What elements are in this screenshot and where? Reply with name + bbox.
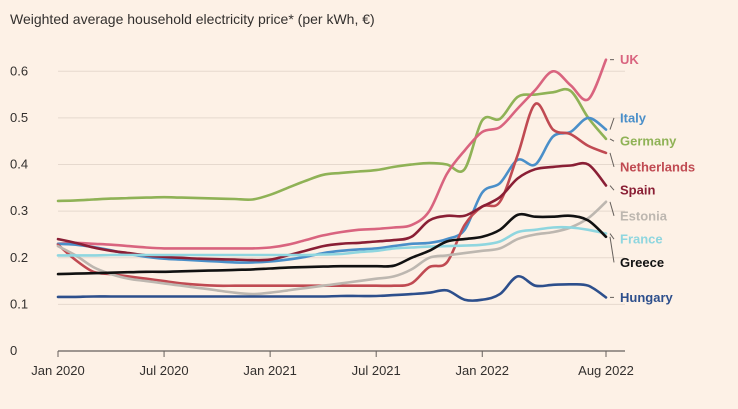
legend-leader-france <box>609 233 615 240</box>
legend-label-estonia: Estonia <box>620 208 668 223</box>
series-line-france <box>56 225 608 257</box>
series-line-spain <box>56 161 608 262</box>
legend-label-france: France <box>620 232 663 247</box>
y-tick-label: 0.2 <box>10 250 28 265</box>
legend-label-spain: Spain <box>620 183 655 198</box>
series-line-germany <box>56 87 608 203</box>
x-axis-ticks: Jan 2020 Jul 2020 Jan 2021 Jul 2021 Jan 2022… <box>31 351 634 378</box>
series-line-estonia <box>56 200 608 296</box>
y-tick-label: 0.6 <box>10 63 28 78</box>
x-tick-label: Jan 2020 <box>31 363 85 378</box>
legend-leader-estonia <box>609 201 615 216</box>
y-tick-label: 0 <box>10 343 17 358</box>
series-lines <box>56 58 608 302</box>
legend-leader-italy <box>609 117 615 130</box>
legend-label-germany: Germany <box>620 134 677 149</box>
series-line-italy <box>56 116 608 264</box>
y-tick-label: 0.4 <box>10 157 28 172</box>
legend-leader-netherlands <box>609 152 615 168</box>
x-tick-label: Jul 2020 <box>139 363 188 378</box>
series-line-netherlands <box>56 102 608 288</box>
legend-label-italy: Italy <box>620 110 647 125</box>
y-axis-ticks: 0 0.1 0.2 0.3 0.4 0.5 0.6 <box>10 63 28 358</box>
x-tick-label: Jan 2021 <box>243 363 297 378</box>
series-line-hungary <box>56 275 608 302</box>
legend-leader-greece <box>609 236 615 263</box>
legend-label-uk: UK <box>620 52 639 67</box>
chart-title: Weighted average household electricity p… <box>10 11 375 27</box>
series-line-uk <box>56 58 608 250</box>
legend-label-netherlands: Netherlands <box>620 159 695 174</box>
y-tick-label: 0.3 <box>10 203 28 218</box>
y-tick-label: 0.1 <box>10 296 28 311</box>
x-tick-label: Aug 2022 <box>578 363 634 378</box>
y-tick-label: 0.5 <box>10 110 28 125</box>
legend-label-greece: Greece <box>620 255 664 270</box>
legend: UK Italy Germany Netherlands Spain Estonia Fra… <box>609 52 695 305</box>
x-tick-label: Jul 2021 <box>352 363 401 378</box>
series-line-greece <box>56 212 608 276</box>
legend-leader-spain <box>609 185 615 191</box>
x-tick-label: Jan 2022 <box>456 363 510 378</box>
legend-label-hungary: Hungary <box>620 290 674 305</box>
legend-leader-germany <box>609 138 615 142</box>
gridlines <box>58 70 625 352</box>
